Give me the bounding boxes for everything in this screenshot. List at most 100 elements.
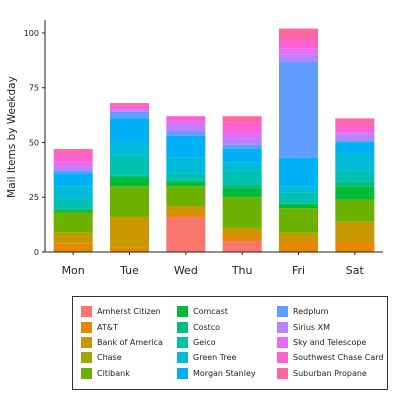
legend-label: Geico: [193, 337, 216, 347]
bar-segment-tue-10: [110, 111, 149, 119]
bar-segment-thu-5: [222, 188, 262, 198]
y-tick-label: 100: [24, 29, 39, 38]
legend-item: Redplum: [277, 304, 377, 319]
legend-swatch: [177, 336, 188, 348]
legend-swatch: [177, 321, 188, 333]
bar-segment-thu-9: [222, 149, 262, 163]
bar-segment-mon-13: [53, 153, 93, 163]
legend-label: Morgan Stanley: [193, 368, 256, 378]
bar-segment-sat-4: [335, 199, 375, 222]
x-tick-label-sat: Sat: [346, 264, 365, 277]
bar-segment-thu-11: [222, 138, 262, 145]
bar-segment-wed-9: [166, 135, 206, 158]
legend-item: Amherst Citizen: [81, 304, 177, 319]
bar-segment-fri-1: [279, 241, 318, 252]
bar-segment-wed-8: [166, 157, 206, 174]
legend-swatch: [277, 352, 288, 364]
stacked-bar-chart: 0 25 50 75 100 Mon Tue Wed Thu Fri Sat Mail Items b…: [6, 20, 383, 277]
bar-segment-mon-7: [53, 199, 93, 209]
legend-grid: Amherst Citizen AT&T Bank of America Chase C…: [81, 304, 383, 381]
bar-segment-wed-2: [166, 206, 206, 213]
bar-segment-tue-14: [110, 103, 149, 106]
legend-item: Chase: [81, 350, 177, 365]
bar-segment-sat-5: [335, 186, 375, 200]
bar-segment-sat-6: [335, 181, 375, 187]
y-tick-label: 75: [29, 84, 39, 93]
bar-segment-thu-0: [222, 241, 262, 252]
bar-segment-sat-12: [335, 131, 375, 134]
bar-segment-wed-11: [166, 124, 206, 132]
bar-segment-fri-11: [279, 54, 318, 62]
y-tick-label: 0: [34, 248, 39, 257]
bar-segment-wed-0: [166, 216, 206, 252]
axes-layer: 0 25 50 75 100 Mon Tue Wed Thu Fri Sat Mail Items b…: [6, 20, 383, 277]
legend-label: Costco: [193, 322, 221, 332]
y-tick-label: 50: [29, 138, 39, 147]
bar-segment-thu-12: [222, 131, 262, 139]
bar-segment-thu-1: [222, 234, 262, 242]
bar-segment-thu-7: [222, 170, 262, 185]
legend-swatch: [81, 336, 92, 348]
x-tick-label-mon: Mon: [62, 264, 85, 277]
bar-segment-sat-2: [335, 223, 375, 242]
bar-segment-fri-9: [279, 157, 318, 187]
bar-segment-sat-7: [335, 170, 375, 182]
bar-segment-thu-4: [222, 197, 262, 228]
bar-segment-thu-14: [222, 116, 262, 123]
bar-segment-wed-6: [166, 179, 206, 182]
bar-segment-mon-12: [53, 162, 93, 167]
legend-swatch: [277, 321, 288, 333]
legend-swatch: [81, 321, 92, 333]
bar-segment-wed-1: [166, 212, 206, 217]
bar-segment-mon-4: [53, 212, 93, 233]
legend-item: Suburban Propane: [277, 366, 377, 381]
legend-item: Costco: [177, 319, 277, 334]
bar-segment-fri-7: [279, 192, 318, 204]
legend-label: Redplum: [293, 307, 329, 317]
bar-segment-fri-4: [279, 208, 318, 233]
bar-segment-sat-8: [335, 153, 375, 171]
bar-segment-wed-7: [166, 173, 206, 180]
legend-label: Chase: [97, 353, 122, 363]
legend-label: Sirius XM: [293, 322, 330, 332]
legend-swatch: [177, 367, 188, 379]
legend-item: AT&T: [81, 319, 177, 334]
legend-swatch: [81, 306, 92, 318]
bar-segment-fri-3: [279, 232, 318, 235]
legend-swatch: [277, 306, 288, 318]
bar-segment-tue-6: [110, 175, 149, 178]
legend-item: Sirius XM: [277, 319, 377, 334]
bar-segment-tue-11: [110, 109, 149, 112]
legend-label: Southwest Chase Card: [293, 353, 384, 363]
bar-segment-fri-5: [279, 203, 318, 209]
bar-segment-mon-3: [53, 232, 93, 235]
y-tick-label: 25: [29, 193, 39, 202]
legend-label: Suburban Propane: [293, 368, 367, 378]
bar-segment-thu-2: [222, 227, 262, 235]
x-tick-label-fri: Fri: [292, 264, 305, 277]
legend-swatch: [81, 352, 92, 364]
bar-segment-mon-9: [53, 173, 93, 187]
legend-item: Bank of America: [81, 335, 177, 350]
x-tick-label-thu: Thu: [231, 264, 253, 277]
bar-segment-fri-2: [279, 234, 318, 242]
bar-segment-mon-2: [53, 234, 93, 244]
bar-segment-tue-5: [110, 177, 149, 187]
legend-item: Comcast: [177, 304, 277, 319]
bar-segment-tue-7: [110, 155, 149, 176]
bar-segment-wed-4: [166, 186, 206, 206]
bar-segment-tue-9: [110, 118, 149, 143]
bar-segment-tue-8: [110, 142, 149, 156]
legend-item: Morgan Stanley: [177, 366, 277, 381]
bar-segment-thu-6: [222, 184, 262, 189]
bar-segment-fri-13: [279, 39, 318, 49]
bar-segment-wed-12: [166, 120, 206, 125]
bar-segment-sat-10: [335, 140, 375, 143]
legend-swatch: [277, 367, 288, 379]
bar-segment-thu-13: [222, 122, 262, 132]
bar-segment-wed-10: [166, 131, 206, 136]
legend-label: Green Tree: [193, 353, 237, 363]
bar-segment-sat-13: [335, 124, 375, 132]
bar-segment-thu-10: [222, 144, 262, 150]
bar-segment-sat-14: [335, 118, 375, 125]
